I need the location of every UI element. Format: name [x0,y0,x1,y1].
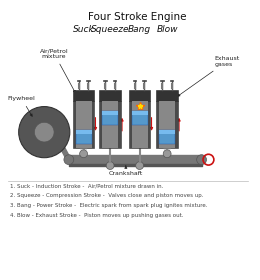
Circle shape [19,107,70,158]
Polygon shape [79,146,88,149]
Bar [102,111,118,125]
Bar [102,101,118,148]
Text: Air/Petrol
mixture: Air/Petrol mixture [40,48,75,93]
Polygon shape [162,146,172,149]
Text: Blow: Blow [157,25,178,34]
Polygon shape [135,127,144,130]
Bar [99,90,121,101]
Polygon shape [105,127,115,130]
Circle shape [106,162,114,169]
Bar [159,130,175,144]
Bar [99,101,121,148]
Text: 2. Squeeze - Compression Stroke -  Valves close and piston moves up.: 2. Squeeze - Compression Stroke - Valves… [10,193,203,198]
Bar [73,90,94,101]
Text: 1. Suck - Induction Stroke -  Air/Petrol mixture drawn in.: 1. Suck - Induction Stroke - Air/Petrol … [10,183,163,188]
Text: Suck: Suck [73,25,94,34]
Text: Exhaust
gases: Exhaust gases [178,56,240,96]
Bar [76,130,92,144]
Bar [129,101,151,148]
Bar [132,111,148,125]
Bar [76,101,92,148]
Text: Squeeze: Squeeze [91,25,129,34]
Bar [156,101,178,148]
Bar [159,101,175,148]
Circle shape [163,150,171,158]
Bar [76,130,92,134]
Text: Four Stroke Engine: Four Stroke Engine [88,12,187,22]
Bar [132,101,148,148]
Text: Bang: Bang [128,25,151,34]
Text: 4. Blow - Exhaust Stroke -  Piston moves up pushing gases out.: 4. Blow - Exhaust Stroke - Piston moves … [10,213,183,218]
Bar [73,101,94,148]
Bar [129,90,151,101]
Bar [159,130,175,134]
Circle shape [64,155,74,165]
Circle shape [197,155,206,165]
Circle shape [34,122,54,142]
Circle shape [136,162,144,169]
Text: Crankshaft: Crankshaft [109,166,143,176]
Bar [132,111,148,115]
Text: Flywheel: Flywheel [8,96,36,116]
Circle shape [80,150,88,158]
Text: 3. Bang - Power Stroke -  Electric spark from spark plug ignites mixture.: 3. Bang - Power Stroke - Electric spark … [10,203,207,208]
Bar [102,111,118,115]
Bar [156,90,178,101]
